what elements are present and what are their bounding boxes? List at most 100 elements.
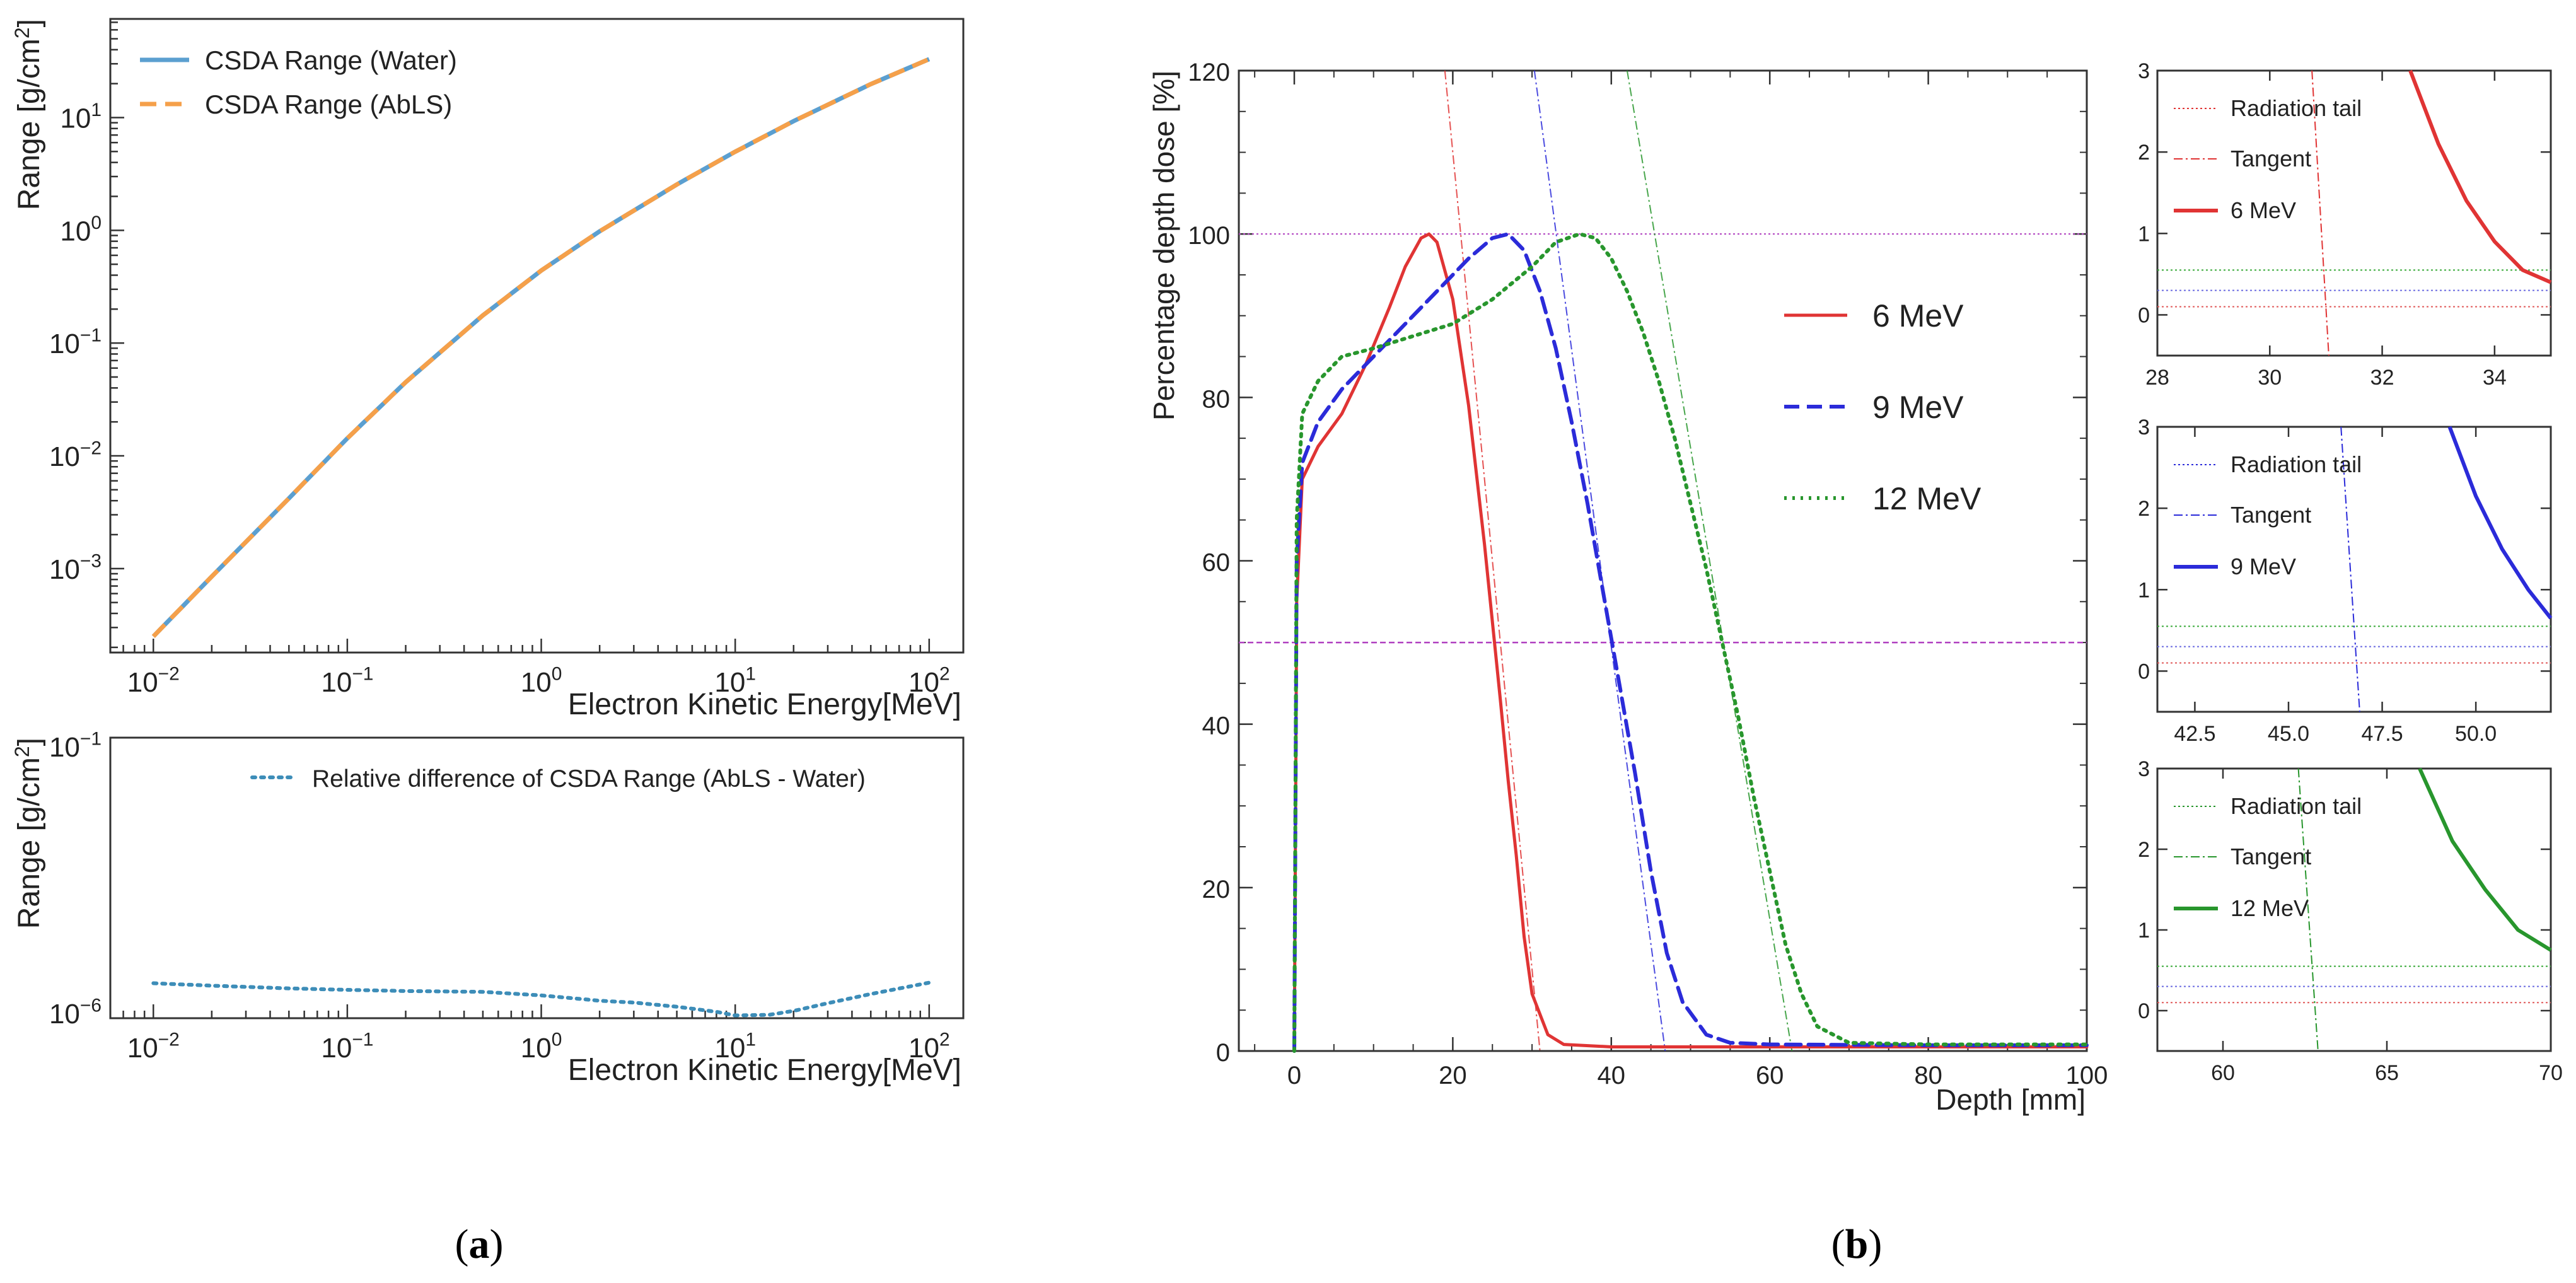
- csda-water-line: [151, 57, 931, 638]
- x-tick-label: 30: [2258, 366, 2282, 390]
- legend-tangent-label: Tangent: [2231, 146, 2311, 171]
- y-tick-label: 10−2: [49, 438, 102, 472]
- pdd-line-12-mev: [1292, 232, 2089, 1053]
- tangent-line: [2311, 70, 2329, 356]
- x-tick-label: 0: [1287, 1062, 1301, 1089]
- x-tick-label: 70: [2539, 1061, 2563, 1085]
- y-tick-label: 10−1: [49, 325, 102, 359]
- y-tick-label: 0: [2138, 303, 2150, 327]
- plot-frame-a-top: [109, 18, 965, 654]
- tangent-line: [2297, 768, 2319, 1052]
- a-top-ylabel: Range [g/cm2]: [11, 19, 46, 210]
- chart-a-bottom: 10−2 10−1 100 101 102 10−6 10−1 Relative differ…: [11, 729, 965, 1087]
- y-tick-label: 0: [1216, 1039, 1230, 1067]
- tangent-line-6-mev: [1444, 70, 1541, 1052]
- a-bottom-xlabel: Electron Kinetic Energy[MeV]: [568, 1054, 961, 1087]
- legend-label-6-mev: 6 MeV: [1872, 298, 1964, 334]
- y-tick-label: 10−1: [49, 729, 102, 763]
- y-tick-label: 0: [2138, 999, 2150, 1023]
- x-tick-label: 32: [2370, 366, 2394, 390]
- legend-tangent-label: Tangent: [2231, 502, 2311, 528]
- y-tick-label: 3: [2138, 59, 2150, 83]
- plot-frame-b-inset-12: [2156, 767, 2552, 1052]
- legend-radiation-tail-label: Radiation tail: [2231, 793, 2362, 819]
- x-tick-label: 10−2: [127, 1030, 180, 1064]
- y-tick-label: 0: [2138, 659, 2150, 683]
- x-tick-label: 40: [1598, 1062, 1626, 1089]
- y-tick-label: 60: [1202, 549, 1231, 577]
- y-tick-label: 2: [2138, 141, 2150, 165]
- x-tick-label: 34: [2483, 366, 2507, 390]
- tangent-line-9-mev: [1533, 70, 1666, 1052]
- x-tick-label: 20: [1439, 1062, 1467, 1089]
- a-bottom-ylabel: Range [g/cm2]: [11, 738, 46, 929]
- curve-9-mev: [2447, 426, 2553, 620]
- y-tick-label: 2: [2138, 838, 2150, 862]
- chart-b-main: 0 20 40 60 80 100 0 20 40 60 80 100 120 6 MeV 9 MeV 12 …: [1147, 59, 2108, 1116]
- y-tick-label: 101: [60, 100, 102, 134]
- y-tick-label: 1: [2138, 919, 2150, 943]
- x-tick-label: 42.5: [2174, 722, 2215, 746]
- x-tick-label: 101: [714, 1030, 756, 1064]
- b-main-xlabel: Depth [mm]: [1935, 1083, 2086, 1116]
- x-tick-label: 100: [521, 1030, 562, 1064]
- x-tick-label: 45.0: [2268, 722, 2309, 746]
- x-tick-label: 10−1: [321, 664, 373, 698]
- y-tick-label: 10−3: [49, 550, 102, 584]
- x-tick-label: 28: [2145, 366, 2169, 390]
- x-tick-label: 100: [521, 664, 562, 698]
- x-tick-label: 102: [908, 664, 950, 698]
- x-tick-label: 60: [1756, 1062, 1784, 1089]
- x-tick-label: 80: [1914, 1062, 1942, 1089]
- y-tick-label: 1: [2138, 222, 2150, 246]
- legend-label-12-mev: 12 MeV: [1872, 481, 1981, 516]
- x-tick-label: 50.0: [2455, 722, 2497, 746]
- curve-6-mev: [2408, 69, 2552, 284]
- y-tick-label: 120: [1188, 59, 1230, 86]
- panel-label-b: (b): [1831, 1221, 1883, 1267]
- a-top-xlabel: Electron Kinetic Energy[MeV]: [568, 688, 961, 721]
- legend-label-9-mev: 9 MeV: [1872, 390, 1964, 425]
- panel-label-a: (a): [455, 1221, 504, 1267]
- x-tick-label: 101: [714, 664, 756, 698]
- y-tick-label: 1: [2138, 578, 2150, 602]
- legend-water-label: CSDA Range (Water): [205, 45, 457, 75]
- y-tick-label: 20: [1202, 876, 1231, 903]
- legend-curve-label: 12 MeV: [2231, 895, 2309, 921]
- chart-b-inset-9: 42.5 45.0 47.5 50.0 0 1 2 3 Radiation tail Tangen…: [2138, 415, 2553, 746]
- x-tick-label: 65: [2375, 1061, 2399, 1085]
- y-tick-label: 10−6: [49, 996, 102, 1030]
- chart-b-inset-6: 28 30 32 34 0 1 2 3 Radiation tail Tangent 6 MeV: [2138, 59, 2552, 390]
- pdd-line-6-mev: [1292, 232, 2089, 1053]
- plot-frame-b-main: [1238, 69, 2088, 1052]
- plot-frame-b-inset-9: [2156, 426, 2552, 713]
- plot-frame-a-bottom: [109, 736, 965, 1019]
- legend-tangent-label: Tangent: [2231, 844, 2311, 869]
- chart-a-top: 10−2 10−1 100 101 102 10−3 10−2 10−1 100 101 CSDA …: [11, 18, 965, 721]
- legend-radiation-tail-label: Radiation tail: [2231, 451, 2362, 477]
- legend-curve-label: 6 MeV: [2231, 197, 2296, 223]
- y-tick-label: 3: [2138, 415, 2150, 439]
- panel-label-b-letter: b: [1845, 1221, 1869, 1267]
- chart-b-inset-12: 60 65 70 0 1 2 3 Radiation tail Tangent 12 MeV: [2138, 757, 2563, 1085]
- y-tick-label: 100: [1188, 222, 1230, 250]
- legend-curve-label: 9 MeV: [2231, 554, 2296, 579]
- plot-frame-b-inset-6: [2156, 69, 2552, 357]
- curve-12-mev: [2418, 767, 2552, 952]
- x-tick-label: 60: [2211, 1061, 2235, 1085]
- x-tick-label: 100: [2066, 1062, 2108, 1089]
- x-tick-label: 47.5: [2361, 722, 2403, 746]
- legend-abls-label: CSDA Range (AbLS): [205, 90, 452, 119]
- x-tick-label: 10−2: [127, 664, 180, 698]
- panel-label-a-letter: a: [469, 1221, 490, 1267]
- tangent-line: [2340, 426, 2360, 712]
- reldiff-line: [151, 980, 931, 1018]
- legend-radiation-tail-label: Radiation tail: [2231, 95, 2362, 121]
- y-tick-label: 3: [2138, 757, 2150, 781]
- x-tick-label: 102: [908, 1030, 950, 1064]
- legend-reldiff-label: Relative difference of CSDA Range (AbLS …: [312, 765, 866, 792]
- x-tick-label: 10−1: [321, 1030, 373, 1064]
- y-tick-label: 80: [1202, 385, 1231, 413]
- b-main-ylabel: Percentage depth dose [%]: [1147, 71, 1180, 421]
